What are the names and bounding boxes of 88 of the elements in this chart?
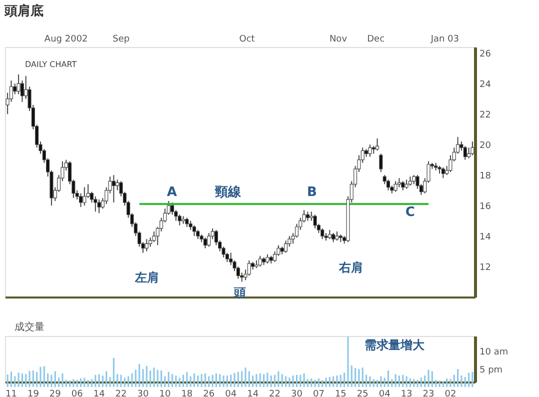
candlestick [79, 192, 83, 208]
candlestick [144, 238, 148, 252]
annotation: 左肩 [134, 270, 159, 284]
candlestick [441, 166, 445, 179]
candlestick [320, 228, 324, 240]
x-tick-label: 02 [444, 390, 456, 397]
x-tick-label: 07 [312, 390, 324, 397]
chart-title: 頭肩底 [3, 2, 44, 19]
candlestick [207, 232, 211, 248]
x-tick-label: 30 [137, 390, 149, 397]
candlestick [192, 224, 196, 237]
text: Oct [239, 34, 256, 44]
y-tick-label: 26 [480, 50, 492, 60]
candlestick [408, 176, 412, 186]
y-tick-label: 18 [480, 172, 492, 182]
candlestick [152, 230, 156, 243]
candlestick [266, 254, 270, 264]
x-tick-label: 06 [71, 390, 84, 397]
candlestick [196, 229, 200, 240]
y-tick-label: 5 pm [480, 366, 503, 376]
candlestick [284, 240, 288, 254]
candlestick [13, 83, 17, 95]
x-tick-label: 15 [334, 390, 346, 397]
text: 成交量 [14, 320, 44, 333]
x-tick-label: 14 [247, 390, 259, 397]
y-tick-label: 24 [480, 80, 492, 90]
annotation: C [405, 204, 415, 220]
candlestick [404, 179, 408, 190]
text: Sep [112, 34, 130, 44]
x-tick-label: 30 [291, 390, 303, 397]
y-tick-label: 14 [480, 232, 492, 243]
candlestick [16, 74, 20, 95]
x-tick-label: 29 [49, 390, 62, 397]
candlestick [412, 174, 416, 185]
annotation: 頭 [233, 286, 246, 300]
candlestick [94, 196, 98, 212]
text: Jan 03 [430, 34, 460, 44]
annotation: B [306, 184, 317, 200]
candlestick [376, 138, 380, 152]
candlestick [203, 237, 207, 249]
candlestick [328, 229, 332, 240]
candlestick [386, 179, 390, 191]
x-tick-label: 13 [400, 390, 412, 397]
annotation: 頸線 [214, 184, 242, 200]
x-tick-label: 25 [356, 390, 368, 397]
y-tick-label: 12 [480, 263, 491, 274]
candlestick [258, 255, 262, 268]
annotation: A [166, 184, 177, 200]
candlestick [379, 153, 383, 172]
x-tick-label: 10 [159, 390, 171, 397]
annotation: 需求量增大 [364, 338, 426, 352]
x-tick-label: 19 [27, 390, 40, 397]
candlestick [82, 186, 86, 206]
x-tick-label: 23 [422, 390, 434, 397]
x-tick-label: 22 [115, 390, 127, 397]
candlestick [112, 174, 116, 203]
candlestick [368, 144, 372, 158]
candlestick [247, 260, 251, 276]
x-tick-label: 04 [225, 390, 237, 397]
x-tick-label: 22 [269, 390, 280, 397]
candlestick [332, 232, 336, 243]
candlestick [313, 214, 317, 229]
x-tick-label: 11 [5, 390, 17, 397]
text: Aug 2002 [44, 34, 88, 44]
text: Dec [367, 34, 385, 44]
x-tick-label: 04 [378, 390, 391, 397]
candlestick [310, 211, 314, 222]
candlestick [401, 180, 405, 191]
y-tick-label: 16 [480, 202, 492, 212]
candlestick [470, 141, 474, 156]
x-tick-label: 18 [181, 390, 193, 397]
text: Nov [329, 34, 348, 44]
x-tick-label: 14 [93, 390, 106, 397]
candlestick [394, 180, 398, 192]
candlestick [97, 198, 101, 214]
candlestick [463, 146, 467, 160]
text: DAILY CHART [25, 60, 77, 69]
candlestick [178, 214, 182, 226]
candlestick [335, 230, 339, 242]
y-tick-label: 20 [480, 141, 492, 152]
candlestick [185, 217, 189, 228]
candlestick [397, 178, 401, 188]
annotation: 右肩 [338, 260, 363, 274]
y-tick-label: 22 [480, 110, 491, 121]
y-tick-label: 10 am [480, 348, 508, 358]
candlestick [306, 211, 310, 222]
candlestick [116, 179, 120, 191]
x-tick-label: 26 [203, 390, 215, 397]
